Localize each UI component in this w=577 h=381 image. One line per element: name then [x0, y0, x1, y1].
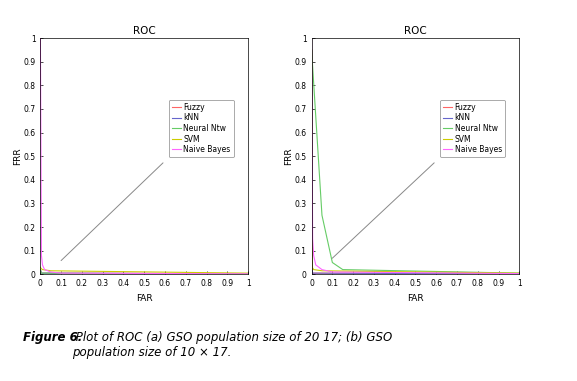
Y-axis label: FRR: FRR	[13, 147, 22, 165]
Naive Bayes	[329, 270, 336, 274]
Naive Bayes	[37, 36, 44, 40]
Fuzzy	[37, 267, 44, 272]
Fuzzy	[308, 48, 315, 52]
kNN	[37, 267, 44, 272]
Text: Plot of ROC (a) GSO population size of 20 17; (b) GSO
population size of 10 × 17: Plot of ROC (a) GSO population size of 2…	[72, 331, 392, 359]
SVM	[38, 266, 44, 271]
SVM	[319, 269, 325, 273]
kNN	[309, 270, 316, 274]
Line: Fuzzy: Fuzzy	[312, 50, 519, 274]
Neural Ntw	[319, 213, 325, 218]
SVM	[37, 265, 44, 269]
Naive Bayes	[309, 237, 316, 241]
Naive Bayes	[319, 267, 325, 272]
kNN	[308, 48, 315, 52]
Neural Ntw	[329, 260, 336, 265]
SVM	[308, 48, 315, 52]
SVM	[516, 271, 523, 275]
kNN	[516, 272, 523, 276]
Line: SVM: SVM	[312, 50, 519, 273]
SVM	[47, 269, 54, 273]
kNN	[245, 272, 252, 276]
Neural Ntw	[38, 270, 44, 274]
Naive Bayes	[38, 253, 45, 258]
Title: ROC: ROC	[133, 26, 156, 36]
Neural Ntw	[37, 267, 44, 272]
Naive Bayes	[245, 272, 252, 276]
Line: Naive Bayes: Naive Bayes	[312, 38, 519, 274]
Neural Ntw	[245, 272, 252, 276]
Line: kNN: kNN	[312, 50, 519, 274]
Line: Neural Ntw: Neural Ntw	[312, 50, 519, 273]
X-axis label: FAR: FAR	[136, 294, 152, 303]
Neural Ntw	[516, 271, 523, 275]
Naive Bayes	[47, 270, 54, 274]
Neural Ntw	[339, 267, 346, 272]
Fuzzy	[245, 272, 252, 276]
Fuzzy	[38, 270, 44, 274]
Fuzzy	[516, 272, 523, 276]
Line: Naive Bayes: Naive Bayes	[40, 38, 248, 274]
SVM	[245, 271, 252, 275]
Line: Fuzzy: Fuzzy	[40, 270, 248, 274]
SVM	[310, 267, 317, 272]
Neural Ntw	[308, 48, 315, 52]
Naive Bayes	[312, 263, 319, 267]
Fuzzy	[309, 270, 316, 274]
Line: SVM: SVM	[40, 267, 248, 273]
Fuzzy	[38, 271, 45, 275]
X-axis label: FAR: FAR	[407, 294, 424, 303]
Line: kNN: kNN	[40, 270, 248, 274]
Legend: Fuzzy, kNN, Neural Ntw, SVM, Naive Bayes: Fuzzy, kNN, Neural Ntw, SVM, Naive Bayes	[440, 100, 505, 157]
Naive Bayes	[41, 267, 48, 272]
kNN	[38, 271, 45, 275]
Neural Ntw	[38, 271, 45, 275]
Legend: Fuzzy, kNN, Neural Ntw, SVM, Naive Bayes: Fuzzy, kNN, Neural Ntw, SVM, Naive Bayes	[169, 100, 234, 157]
Naive Bayes	[308, 36, 315, 40]
Naive Bayes	[39, 263, 46, 267]
kNN	[309, 271, 316, 275]
kNN	[38, 270, 44, 274]
Naive Bayes	[58, 271, 65, 275]
Naive Bayes	[516, 271, 523, 276]
Text: Figure 6.: Figure 6.	[23, 331, 83, 344]
SVM	[309, 265, 316, 269]
Y-axis label: FRR: FRR	[284, 147, 293, 165]
Naive Bayes	[310, 253, 317, 258]
Title: ROC: ROC	[404, 26, 427, 36]
Line: Neural Ntw: Neural Ntw	[40, 270, 248, 274]
Fuzzy	[309, 271, 316, 275]
SVM	[39, 267, 46, 272]
